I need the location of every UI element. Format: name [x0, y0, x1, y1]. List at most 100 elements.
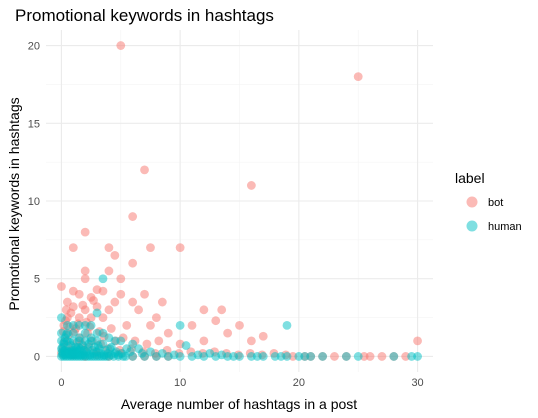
point-bot: [134, 305, 144, 315]
point-bot: [116, 274, 126, 284]
point-bot: [353, 72, 363, 82]
point-human: [205, 348, 215, 358]
point-human: [252, 352, 262, 361]
legend-title: label: [455, 170, 485, 186]
legend-label-bot: bot: [488, 197, 503, 209]
x-axis-title: Average number of hashtags in a post: [121, 396, 357, 412]
point-bot: [142, 339, 152, 349]
point-human: [128, 339, 138, 349]
point-human: [282, 320, 292, 330]
point-bot: [104, 305, 114, 315]
point-human: [87, 345, 97, 355]
point-human: [318, 352, 327, 361]
point-human: [217, 350, 227, 360]
point-bot: [61, 305, 71, 315]
point-bot: [80, 227, 90, 237]
point-human: [413, 352, 422, 361]
point-human: [93, 341, 103, 350]
point-bot: [104, 266, 114, 276]
y-tick-label: 15: [28, 118, 40, 130]
point-human: [57, 313, 66, 322]
point-human: [125, 347, 135, 357]
point-human: [175, 320, 185, 330]
point-human: [116, 336, 126, 346]
point-bot: [110, 297, 120, 307]
point-human: [79, 345, 89, 355]
point-bot: [89, 296, 98, 305]
point-bot: [104, 243, 114, 253]
point-human: [65, 338, 75, 347]
point-human: [152, 352, 161, 361]
y-tick-label: 5: [34, 274, 40, 286]
point-bot: [217, 305, 227, 315]
point-bot: [128, 258, 138, 268]
point-human: [98, 328, 108, 338]
legend-key-human: [466, 220, 478, 232]
data-points: [57, 41, 422, 361]
grid: [46, 30, 433, 372]
point-bot: [98, 313, 108, 322]
point-bot: [246, 181, 256, 190]
point-human: [181, 341, 191, 350]
axis-ticks: 0 10 20 30 0 5 10 15 20: [28, 41, 424, 389]
point-bot: [330, 352, 339, 361]
y-tick-label: 20: [28, 41, 40, 53]
point-bot: [98, 286, 108, 296]
point-human: [68, 328, 78, 338]
point-bot: [57, 282, 66, 291]
point-bot: [110, 251, 120, 260]
legend-key-bot: [466, 196, 478, 208]
point-bot: [154, 336, 164, 346]
point-bot: [116, 41, 126, 50]
point-bot: [128, 212, 138, 221]
point-bot: [140, 289, 149, 299]
point-bot: [128, 297, 138, 307]
point-human: [98, 274, 108, 284]
point-bot: [80, 266, 90, 276]
point-bot: [74, 289, 84, 299]
point-human: [353, 352, 363, 361]
legend-label-human: human: [488, 221, 522, 233]
point-human: [341, 352, 351, 361]
y-tick-label: 10: [28, 196, 40, 208]
point-bot: [223, 328, 233, 338]
point-bot: [211, 316, 221, 326]
point-human: [86, 320, 96, 330]
point-bot: [175, 243, 185, 253]
x-tick-label: 0: [58, 377, 64, 389]
point-bot: [116, 289, 126, 299]
x-tick-label: 10: [174, 377, 186, 389]
point-bot: [152, 313, 161, 322]
point-bot: [199, 336, 209, 346]
point-bot: [122, 320, 132, 330]
point-bot: [163, 328, 173, 338]
point-bot: [187, 320, 197, 330]
point-human: [92, 308, 102, 318]
point-bot: [377, 352, 387, 361]
point-bot: [106, 324, 116, 333]
point-bot: [235, 320, 244, 330]
point-human: [118, 352, 128, 361]
point-bot: [146, 320, 155, 330]
x-tick-label: 30: [411, 377, 423, 389]
point-human: [193, 350, 203, 360]
x-tick-label: 20: [293, 377, 305, 389]
point-human: [276, 352, 286, 361]
point-bot: [140, 165, 149, 175]
point-bot: [258, 331, 268, 341]
point-human: [300, 352, 310, 361]
point-bot: [62, 297, 72, 307]
point-human: [111, 347, 121, 357]
point-human: [169, 350, 179, 360]
chart-title: Promotional keywords in hashtags: [15, 6, 274, 25]
point-bot: [78, 300, 88, 310]
point-bot: [68, 243, 78, 253]
point-bot: [146, 243, 155, 253]
point-human: [137, 348, 147, 358]
y-axis-title: Promotional keywords in hashtags: [6, 97, 22, 310]
point-bot: [413, 336, 422, 346]
point-bot: [246, 336, 256, 346]
legend: label bot human: [455, 170, 522, 233]
